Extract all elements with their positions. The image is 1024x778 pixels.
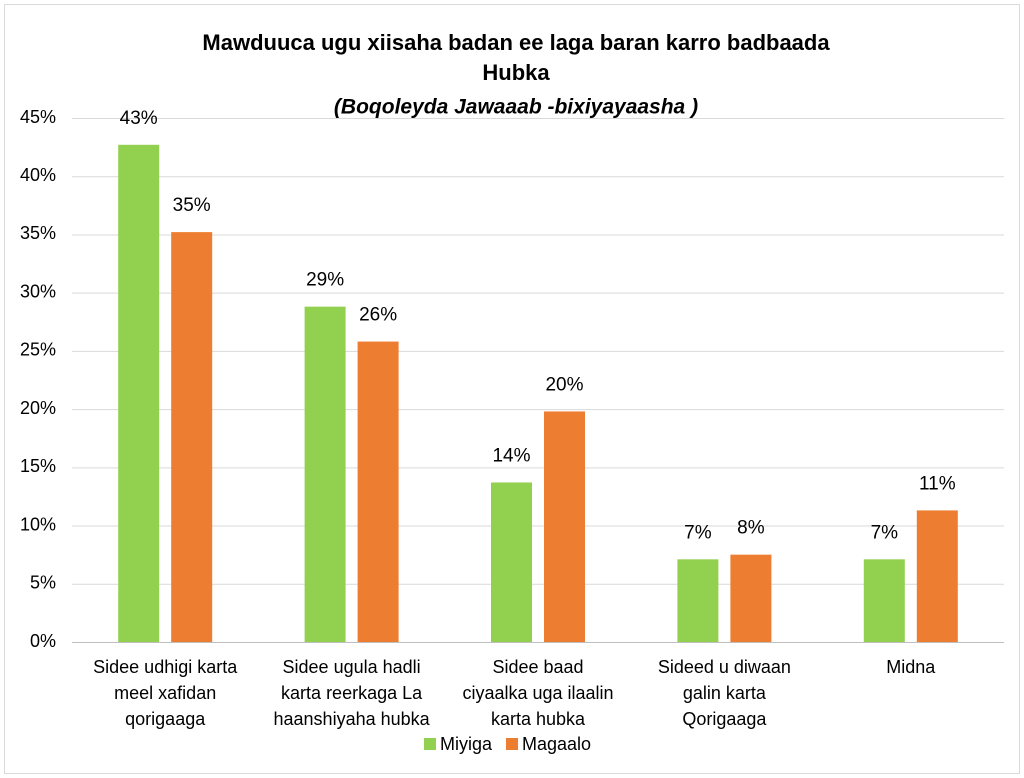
- x-tick-label: karta reerkaga La: [281, 683, 423, 703]
- y-tick-label: 35%: [20, 223, 56, 243]
- data-label: 7%: [684, 522, 712, 543]
- bar: [304, 306, 346, 642]
- bar: [863, 559, 905, 642]
- x-tick-label: Sidee ugula hadli: [283, 657, 421, 677]
- bar: [677, 559, 719, 642]
- bar: [357, 341, 399, 642]
- bar: [491, 482, 532, 642]
- y-tick-label: 25%: [20, 340, 56, 360]
- y-tick-label: 15%: [20, 456, 56, 476]
- x-tick-label: Midna: [886, 657, 936, 677]
- legend-swatch: [424, 738, 436, 750]
- data-label: 7%: [871, 522, 899, 543]
- y-tick-label: 45%: [20, 107, 56, 127]
- bar: [118, 144, 160, 642]
- data-label: 11%: [919, 473, 956, 494]
- y-tick-label: 10%: [20, 514, 56, 534]
- legend-label: Miyiga: [440, 734, 493, 754]
- y-tick-label: 30%: [20, 281, 56, 301]
- x-tick-label: Qorigaaga: [682, 709, 767, 729]
- legend-swatch: [506, 738, 519, 750]
- x-tick-label: Sidee baad: [492, 657, 583, 677]
- bar: [171, 232, 213, 643]
- x-tick-label: qorigaaga: [125, 709, 206, 729]
- data-label: 35%: [173, 195, 211, 216]
- x-tick-label: meel xafidan: [114, 683, 216, 703]
- chart-title: Hubka: [482, 60, 550, 85]
- chart-title: Mawduuca ugu xiisaha badan ee laga baran…: [202, 30, 830, 55]
- data-label: 14%: [492, 445, 530, 466]
- x-tick-label: karta hubka: [491, 709, 586, 729]
- y-tick-label: 0%: [30, 631, 56, 651]
- chart-subtitle: (Boqoleyda Jawaaab -bixiyayaasha ): [334, 96, 698, 119]
- data-label: 8%: [737, 518, 765, 539]
- x-tick-label: haanshiyaha hubka: [274, 709, 431, 729]
- x-tick-label: ciyaalka uga ilaalin: [462, 683, 613, 703]
- bar: [544, 411, 585, 642]
- data-label: 26%: [359, 305, 397, 326]
- y-tick-label: 20%: [20, 398, 56, 418]
- data-label: 29%: [306, 270, 344, 291]
- x-tick-label: galin karta: [683, 683, 767, 703]
- y-tick-label: 5%: [30, 573, 56, 593]
- legend-label: Magaalo: [522, 734, 591, 754]
- data-label: 43%: [120, 108, 158, 129]
- x-tick-label: Sideed u diwaan: [658, 657, 791, 677]
- bar: [730, 554, 772, 642]
- bar: [916, 510, 958, 642]
- y-tick-label: 40%: [20, 165, 56, 185]
- data-label: 20%: [545, 374, 583, 395]
- x-tick-label: Sidee udhigi karta: [93, 657, 238, 677]
